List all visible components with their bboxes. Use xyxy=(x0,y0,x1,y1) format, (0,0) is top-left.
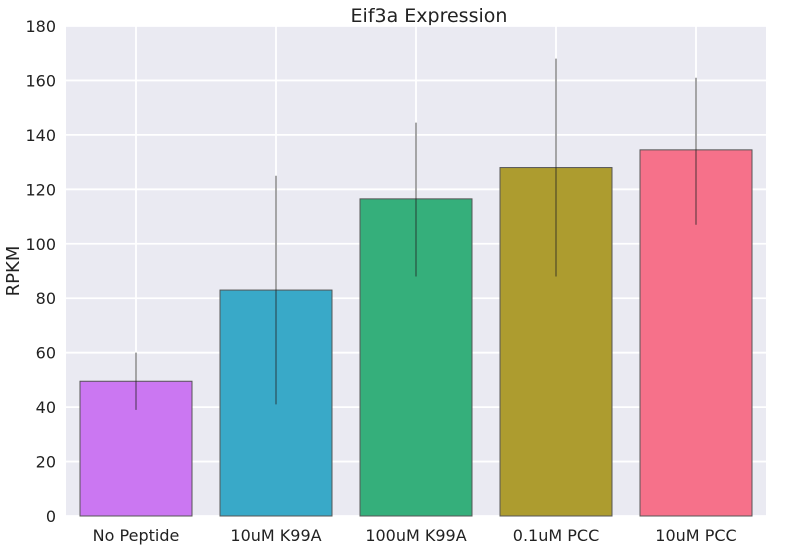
x-tick-label: 100uM K99A xyxy=(365,526,466,545)
y-tick-labels: 0 20 40 60 80 100 120 140 160 180 xyxy=(25,17,56,526)
x-tick-label: 0.1uM PCC xyxy=(513,526,599,545)
y-tick-label: 140 xyxy=(25,126,56,145)
error-bars xyxy=(135,58,697,410)
x-tick-label: 10uM K99A xyxy=(230,526,321,545)
x-tick-labels: No Peptide 10uM K99A 100uM K99A 0.1uM PCC 10… xyxy=(93,526,737,545)
y-tick-label: 180 xyxy=(25,17,56,36)
chart-title: Eif3a Expression xyxy=(351,5,508,27)
y-axis-label: RPKM xyxy=(3,246,24,297)
y-tick-label: 40 xyxy=(36,398,56,417)
y-tick-label: 60 xyxy=(36,344,56,363)
y-tick-label: 160 xyxy=(25,71,56,90)
y-tick-label: 120 xyxy=(25,180,56,199)
y-tick-label: 20 xyxy=(36,453,56,472)
x-tick-label: No Peptide xyxy=(93,526,180,545)
y-tick-label: 100 xyxy=(25,235,56,254)
y-tick-label: 80 xyxy=(36,289,56,308)
y-tick-label: 0 xyxy=(46,507,56,526)
x-tick-label: 10uM PCC xyxy=(655,526,736,545)
